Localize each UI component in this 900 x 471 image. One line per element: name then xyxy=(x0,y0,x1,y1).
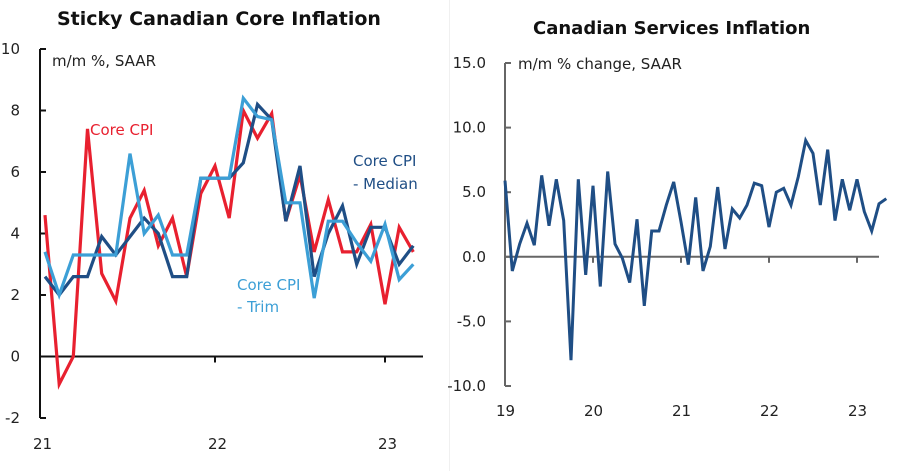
legend-core-cpi: Core CPI xyxy=(90,121,153,139)
legend-median-line2: - Median xyxy=(353,175,418,193)
left-series-group xyxy=(43,94,415,390)
chart-title-core-inflation: Sticky Canadian Core Inflation xyxy=(57,8,381,30)
left-axes: -2 0 2 4 6 8 10 21 22 23 xyxy=(1,40,423,453)
legend-trim-line2: - Trim xyxy=(237,298,279,316)
right-unit-label: m/m % change, SAAR xyxy=(518,55,682,73)
right-axes: -10.0 -5.0 0.0 5.0 10.0 15.0 19 20 21 22 23 xyxy=(447,54,879,420)
right-x-tick-label: 22 xyxy=(760,402,779,420)
right-x-tick-label: 20 xyxy=(584,402,603,420)
left-series-core-cpi xyxy=(43,105,415,390)
right-y-tick-label: 10.0 xyxy=(453,119,486,137)
left-y-tick-label: 0 xyxy=(10,348,20,366)
right-series-services xyxy=(503,136,888,361)
left-y-tick-label: 4 xyxy=(10,225,20,243)
right-y-tick-label: 5.0 xyxy=(462,183,486,201)
left-y-tick-label: -2 xyxy=(5,409,20,427)
legend-median-line1: Core CPI xyxy=(353,152,416,170)
left-y-tick-label: 6 xyxy=(10,163,20,181)
left-x-tick-label: 21 xyxy=(33,435,52,453)
chart-title-services-inflation: Canadian Services Inflation xyxy=(533,18,811,39)
left-series-core-cpi-trim xyxy=(43,94,415,300)
panel-divider xyxy=(449,0,450,471)
services-inflation-chart: -10.0 -5.0 0.0 5.0 10.0 15.0 19 20 21 22 23 m/m % … xyxy=(447,54,888,420)
right-series-group xyxy=(503,136,888,361)
left-x-tick-label: 23 xyxy=(378,435,397,453)
right-x-tick-label: 23 xyxy=(848,402,867,420)
right-x-tick-label: 19 xyxy=(496,402,515,420)
right-y-tick-label: 15.0 xyxy=(453,54,486,72)
left-x-tick-label: 22 xyxy=(208,435,227,453)
right-y-tick-label: 0.0 xyxy=(462,248,486,266)
left-unit-label: m/m %, SAAR xyxy=(52,52,156,70)
right-y-tick-label: -10.0 xyxy=(447,377,486,395)
right-y-tick-label: -5.0 xyxy=(457,312,486,330)
left-y-tick-label: 10 xyxy=(1,40,20,58)
right-x-tick-label: 21 xyxy=(672,402,691,420)
left-y-tick-label: 2 xyxy=(10,286,20,304)
legend-trim-line1: Core CPI xyxy=(237,276,300,294)
core-inflation-chart: -2 0 2 4 6 8 10 21 22 23 m/m %, SAAR Core CPI Cor… xyxy=(1,40,423,453)
left-y-tick-label: 8 xyxy=(10,102,20,120)
